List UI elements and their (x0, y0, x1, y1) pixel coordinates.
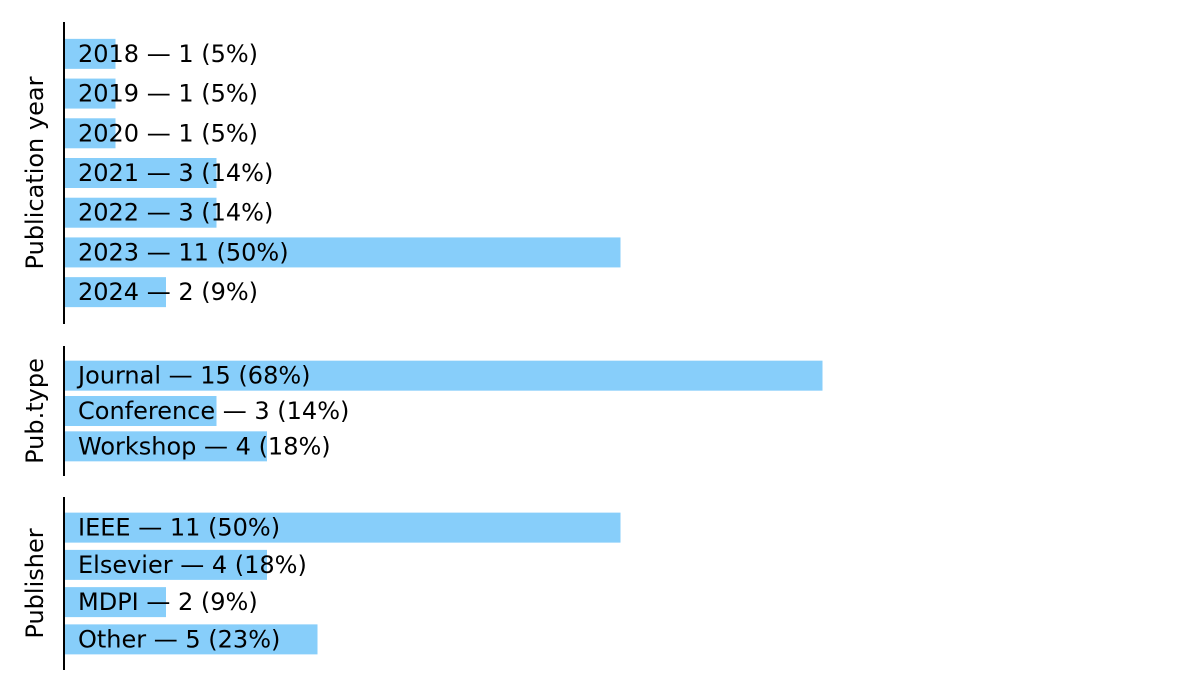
bar (65, 360, 823, 391)
bar-label: 2019 — 1 (5%) (78, 80, 258, 108)
axis-title: Pub.type (21, 358, 49, 464)
bar-label: 2024 — 2 (9%) (78, 278, 258, 306)
bar (65, 158, 217, 188)
bar-label: Journal — 15 (68%) (76, 362, 311, 390)
bar (65, 396, 217, 426)
bar-label: IEEE — 11 (50%) (78, 514, 280, 542)
axis-title: Publisher (21, 528, 49, 638)
bar (65, 624, 318, 655)
axis-title: Publication year (21, 76, 49, 269)
bar (65, 587, 166, 618)
bar (65, 277, 166, 308)
bar-label: 2021 — 3 (14%) (78, 159, 273, 187)
bar (65, 118, 116, 149)
bar-label: 2022 — 3 (14%) (78, 199, 273, 227)
bar (65, 549, 267, 580)
bar-label: Elsevier — 4 (18%) (78, 551, 307, 579)
bar (65, 431, 267, 462)
bar (65, 512, 621, 543)
bar-label: 2018 — 1 (5%) (78, 40, 258, 68)
bar (65, 38, 116, 69)
bar (65, 197, 217, 228)
bar-label: Workshop — 4 (18%) (78, 432, 331, 460)
bar-label: 2023 — 11 (50%) (78, 238, 289, 266)
bar-label: MDPI — 2 (9%) (78, 588, 258, 616)
bar-label: Conference — 3 (14%) (78, 397, 349, 425)
bar (65, 78, 116, 109)
bar-label: 2020 — 1 (5%) (78, 119, 258, 147)
bar-label: Other — 5 (23%) (78, 625, 280, 653)
bar (65, 237, 621, 268)
